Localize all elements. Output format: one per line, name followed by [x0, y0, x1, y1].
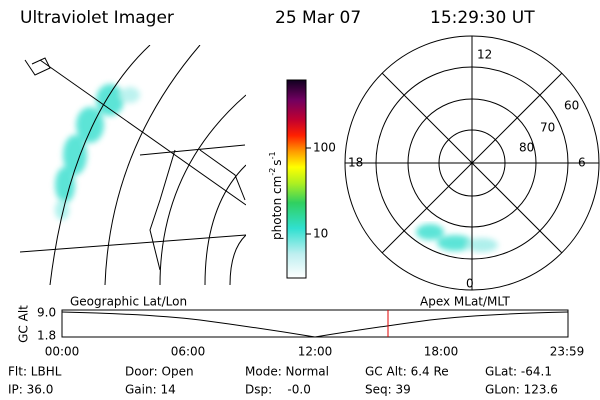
time: 15:29:30 UT: [430, 8, 535, 28]
title: Ultraviolet Imager: [20, 8, 174, 28]
colorbar-tick-label: 10: [313, 227, 328, 241]
info-field: GLat: -64.1: [485, 365, 552, 379]
info-field: Gain: 14: [125, 383, 176, 397]
info-field: Dsp: -0.0: [245, 383, 311, 397]
hour-label: 12: [477, 48, 492, 62]
colorbar-tick-label: 100: [313, 141, 336, 155]
geographic-map: [20, 45, 246, 285]
left-title: Geographic Lat/Lon: [70, 295, 187, 309]
alt-curve: [61, 311, 569, 338]
x-tick-label: 12:00: [298, 345, 333, 359]
lat-label: 70: [540, 121, 555, 135]
alt-plot-frame: [61, 309, 569, 338]
x-tick-label: 23:59: [550, 345, 585, 359]
date: 25 Mar 07: [275, 8, 361, 28]
hour-label: 0: [466, 277, 474, 291]
info-field: Seq: 39: [365, 383, 411, 397]
info-field: GC Alt: 6.4 Re: [365, 365, 449, 379]
polar-plot: [344, 35, 600, 291]
lat-label: 80: [519, 141, 534, 155]
x-tick-label: 00:00: [45, 345, 80, 359]
info-field: GLon: 123.6: [485, 383, 558, 397]
hour-label: 18: [348, 156, 363, 170]
info-field: IP: 36.0: [8, 383, 53, 397]
info-field: Door: Open: [125, 365, 194, 379]
hour-label: 6: [578, 156, 586, 170]
x-tick-label: 06:00: [171, 345, 206, 359]
info-field: Flt: LBHL: [8, 365, 62, 379]
y-tick-label: 9.0: [37, 306, 56, 320]
colorbar: [286, 79, 307, 279]
info-field: Mode: Normal: [245, 365, 329, 379]
colorbar-label: photon cm-2s-1: [268, 151, 284, 240]
lat-label: 60: [564, 99, 579, 113]
x-tick-label: 18:00: [424, 345, 459, 359]
y-label: GC Alt: [17, 305, 31, 343]
info-panel: Flt: LBHL Door: Open Mode: Normal GC Alt: 6…: [8, 365, 558, 397]
y-tick-label: 1.8: [37, 329, 56, 343]
right-title: Apex MLat/MLT: [420, 295, 510, 309]
